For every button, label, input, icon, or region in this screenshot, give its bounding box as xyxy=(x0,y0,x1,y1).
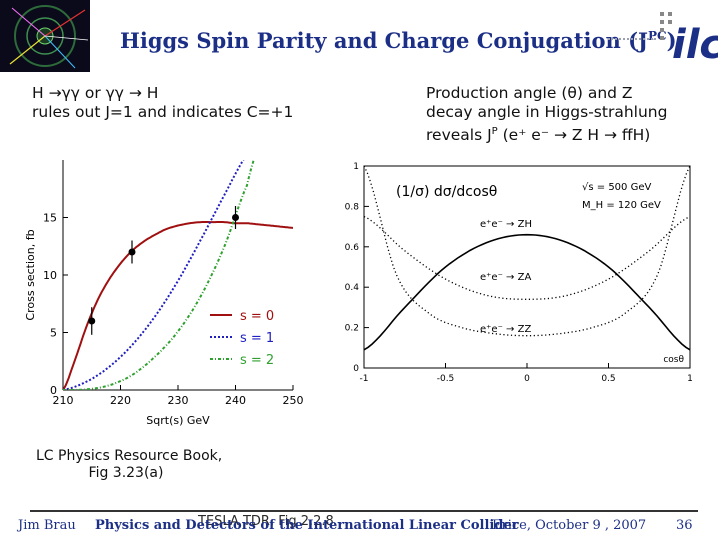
right-line-1: Production angle (θ) and Z xyxy=(426,84,633,102)
data-point xyxy=(128,248,136,256)
y-tick-label: 1 xyxy=(353,162,359,172)
y-tick-label: 0.4 xyxy=(345,283,360,293)
angular-distribution-chart: -1 -0.5 0 0.5 1 0 0.2 0.4 0.6 0.8 1 (1/σ) dσ/dcosθ c… xyxy=(345,162,693,384)
series-line-0 xyxy=(63,221,293,390)
annotation-process: e⁺e⁻ → ZA xyxy=(480,272,531,283)
x-tick-label: 0 xyxy=(524,374,530,384)
annotation-sqrt-s: √s = 500 GeV xyxy=(582,182,651,193)
event-display-image xyxy=(0,0,90,72)
right-description: Production angle (θ) and Z decay angle i… xyxy=(426,84,667,145)
x-tick-label: -0.5 xyxy=(437,374,455,384)
x-axis-label: cosθ xyxy=(663,355,684,365)
title-dotted-rule xyxy=(608,38,656,40)
x-tick-label: 240 xyxy=(225,394,246,407)
y-tick-label: 10 xyxy=(43,269,57,282)
x-tick-label: 0.5 xyxy=(601,374,615,384)
y-tick-label: 0.2 xyxy=(345,324,359,334)
legend-label: s = 0 xyxy=(240,309,274,324)
ilc-logo-text: ilc xyxy=(672,22,718,68)
x-tick-label: 220 xyxy=(110,394,131,407)
y-tick-label: 0 xyxy=(353,364,359,374)
legend-label: s = 2 xyxy=(240,353,274,368)
y-tick-label: 5 xyxy=(50,327,57,340)
left-line-1: H →γγ or γγ → H xyxy=(32,84,159,102)
left-description: H →γγ or γγ → H rules out J=1 and indica… xyxy=(32,84,293,122)
footer-event-title: Physics and Detectors of the Internation… xyxy=(95,518,519,533)
x-tick-label: -1 xyxy=(360,374,369,384)
legend-label: s = 1 xyxy=(240,331,274,346)
right-line-2: decay angle in Higgs-strahlung xyxy=(426,103,668,121)
y-tick-label: 0 xyxy=(50,384,57,397)
footer-date: Erice, October 9 , 2007 xyxy=(492,518,647,533)
y-tick-label: 0.6 xyxy=(345,243,360,253)
annotation-process: e⁺e⁻ → ZZ xyxy=(480,324,531,335)
y-tick-label: 15 xyxy=(43,212,57,225)
chart-title: (1/σ) dσ/dcosθ xyxy=(396,184,497,200)
footer-author: Jim Brau xyxy=(18,518,76,533)
series-line-2 xyxy=(363,165,691,337)
right-line-3: reveals JP (e⁺ e⁻ → Z H → ffH) xyxy=(426,126,651,145)
slide-title: Higgs Spin Parity and Charge Conjugation… xyxy=(120,28,677,53)
footer-rule xyxy=(30,510,698,512)
y-tick-label: 0.8 xyxy=(345,202,360,212)
series-line-2 xyxy=(63,160,255,390)
footer-tesla-reference: TESLA TDR, Fig 2.2.8 xyxy=(198,514,334,529)
x-tick-label: 230 xyxy=(168,394,189,407)
cross-section-chart: 210 220 230 240 250 0 5 10 15 Sqrt(s) GeV Cross se… xyxy=(24,160,304,427)
data-point xyxy=(88,317,96,325)
x-tick-label: 250 xyxy=(283,394,304,407)
left-line-2: rules out J=1 and indicates C=+1 xyxy=(32,103,294,121)
reference-note: LC Physics Resource Book, Fig 3.23(a) xyxy=(36,448,223,482)
series-line-0 xyxy=(363,233,691,351)
reference-line-1: LC Physics Resource Book, xyxy=(36,448,223,464)
series-line-1 xyxy=(63,160,245,390)
ilc-logo: ilc xyxy=(660,12,718,68)
x-axis-label: Sqrt(s) GeV xyxy=(146,414,210,427)
y-axis-label: Cross section, fb xyxy=(24,229,37,320)
annotation-process: e⁺e⁻ → ZH xyxy=(480,219,532,230)
data-point xyxy=(232,214,239,221)
footer-page-number: 36 xyxy=(676,518,693,533)
reference-line-2: Fig 3.23(a) xyxy=(88,465,164,481)
x-tick-label: 1 xyxy=(687,374,693,384)
annotation-higgs-mass: M_H = 120 GeV xyxy=(582,200,661,211)
x-tick-label: 210 xyxy=(53,394,74,407)
